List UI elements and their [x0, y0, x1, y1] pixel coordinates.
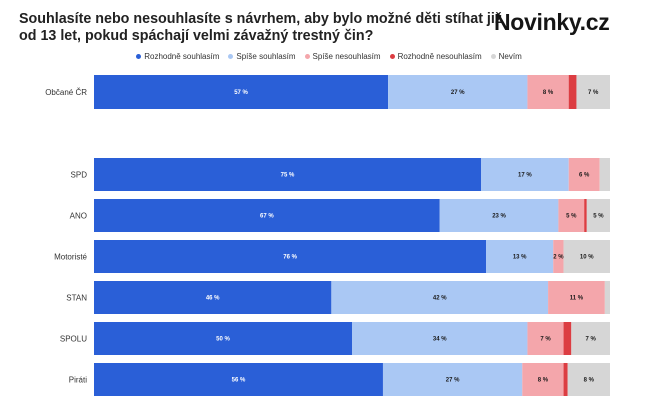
data-label: 34 % [433, 337, 447, 343]
bar-segment-rozhodne-souhlasim [94, 158, 481, 191]
legend-label: Rozhodně nesouhlasím [397, 51, 482, 61]
data-label: 5 % [566, 214, 577, 220]
bar-segment-nevim [567, 363, 610, 396]
legend-label: Rozhodně souhlasím [144, 51, 220, 61]
data-label: 8 % [538, 378, 549, 384]
category-label: Piráti [69, 376, 87, 385]
bar-segment-nevim [604, 281, 610, 314]
bar-segment-spise-nesouhlasim [558, 199, 585, 232]
bar-segment-rozhodne-nesouhlasim [568, 75, 577, 109]
data-label: 13 % [513, 255, 527, 261]
bar-segment-rozhodne-souhlasim [94, 363, 383, 396]
bar-segment-nevim [599, 158, 610, 191]
legend-dot-icon [304, 53, 310, 59]
data-label: 27 % [446, 378, 460, 384]
data-label: 8 % [543, 90, 554, 96]
bar-segment-spise-nesouhlasim [568, 158, 600, 191]
bar-row-spd: SPD 75 % 17 % 6 % [71, 158, 610, 191]
bar-segment-spise-nesouhlasim [548, 281, 605, 314]
bar-row-ano: ANO 67 % 23 % 5 % 5 % [70, 199, 610, 232]
data-label: 2 % [553, 255, 564, 261]
bar-segment-spise-souhlasim [388, 75, 528, 109]
data-label: 57 % [234, 90, 248, 96]
chart-title: Souhlasíte nebo nesouhlasíte s návrhem, … [19, 11, 503, 44]
legend-item-spise-nesouhlasim: Spíše nesouhlasím [304, 50, 381, 62]
bar-segment-nevim [586, 199, 610, 232]
data-label: 76 % [283, 255, 297, 261]
bar-segment-rozhodne-nesouhlasim [563, 322, 572, 355]
bar-segment-spise-souhlasim [481, 158, 569, 191]
category-label: STAN [66, 294, 87, 303]
legend-dot-icon [490, 53, 496, 59]
data-label: 46 % [206, 296, 220, 302]
legend-item-rozhodne-nesouhlasim: Rozhodně nesouhlasím [389, 50, 482, 62]
category-label: SPD [71, 171, 88, 180]
data-label: 8 % [584, 378, 595, 384]
bar-segment-spise-nesouhlasim [527, 75, 569, 109]
data-label: 5 % [593, 214, 604, 220]
bar-segment-nevim [576, 75, 610, 109]
bar-segment-rozhodne-souhlasim [94, 240, 487, 273]
data-label: 75 % [281, 173, 295, 179]
bar-segment-rozhodne-souhlasim [94, 199, 440, 232]
bar-segment-spise-souhlasim [352, 322, 528, 355]
data-label: 7 % [585, 337, 596, 343]
bar-row-stan: STAN 46 % 42 % 11 % [66, 281, 610, 314]
data-label: 56 % [232, 378, 246, 384]
legend-item-rozhodne-souhlasim: Rozhodně souhlasím [136, 50, 219, 62]
bar-row-pirati: Piráti 56 % 27 % 8 % 8 % [69, 363, 610, 396]
data-label: 10 % [580, 255, 594, 261]
bar-segment-rozhodne-nesouhlasim [584, 199, 587, 232]
bar-segment-spise-nesouhlasim [522, 363, 564, 396]
bar-segment-spise-souhlasim [382, 363, 523, 396]
bar-row-spolu: SPOLU 50 % 34 % 7 % 7 % [60, 322, 610, 355]
bar-row-motoriste: Motoristé 76 % 13 % 2 % 10 % [54, 240, 610, 273]
data-label: 42 % [433, 296, 447, 302]
data-label: 7 % [540, 337, 551, 343]
bar-segment-nevim [563, 240, 610, 273]
data-label: 27 % [451, 90, 465, 96]
category-label: SPOLU [60, 335, 87, 344]
bar-segment-nevim [571, 322, 610, 355]
legend-label: Nevím [498, 51, 522, 61]
legend-label: Spíše nesouhlasím [312, 51, 381, 61]
data-label: 50 % [216, 337, 230, 343]
bar-segment-rozhodne-souhlasim [94, 322, 352, 355]
category-label: ANO [70, 212, 87, 221]
bar-segment-rozhodne-nesouhlasim [563, 363, 568, 396]
data-label: 6 % [579, 173, 590, 179]
bar-segment-rozhodne-souhlasim [94, 75, 389, 109]
legend-dot-icon [228, 53, 234, 59]
bar-segment-rozhodne-souhlasim [94, 281, 332, 314]
chart-legend: Rozhodně souhlasím Spíše souhlasím Spíše… [0, 50, 658, 62]
novinky-logo: Novinky.cz [494, 9, 610, 35]
legend-dot-icon [389, 53, 395, 59]
category-label: Občané ČR [45, 88, 87, 97]
data-label: 17 % [518, 173, 532, 179]
bar-segment-spise-nesouhlasim [527, 322, 564, 355]
data-label: 67 % [260, 214, 274, 220]
legend-item-spise-souhlasim: Spíše souhlasím [228, 50, 296, 62]
bar-segment-spise-nesouhlasim [553, 240, 564, 273]
data-label: 11 % [570, 296, 584, 302]
bar-segment-spise-souhlasim [439, 199, 559, 232]
data-label: 23 % [492, 214, 506, 220]
legend-label: Spíše souhlasím [236, 51, 296, 61]
bar-segment-spise-souhlasim [486, 240, 554, 273]
bar-row-obcane-cr: Občané ČR 57 % 27 % 8 % 7 % [45, 75, 610, 109]
category-label: Motoristé [54, 253, 87, 262]
legend-dot-icon [136, 53, 142, 59]
data-label: 7 % [588, 90, 599, 96]
legend-item-nevim: Nevím [490, 50, 522, 62]
bar-segment-spise-souhlasim [331, 281, 549, 314]
